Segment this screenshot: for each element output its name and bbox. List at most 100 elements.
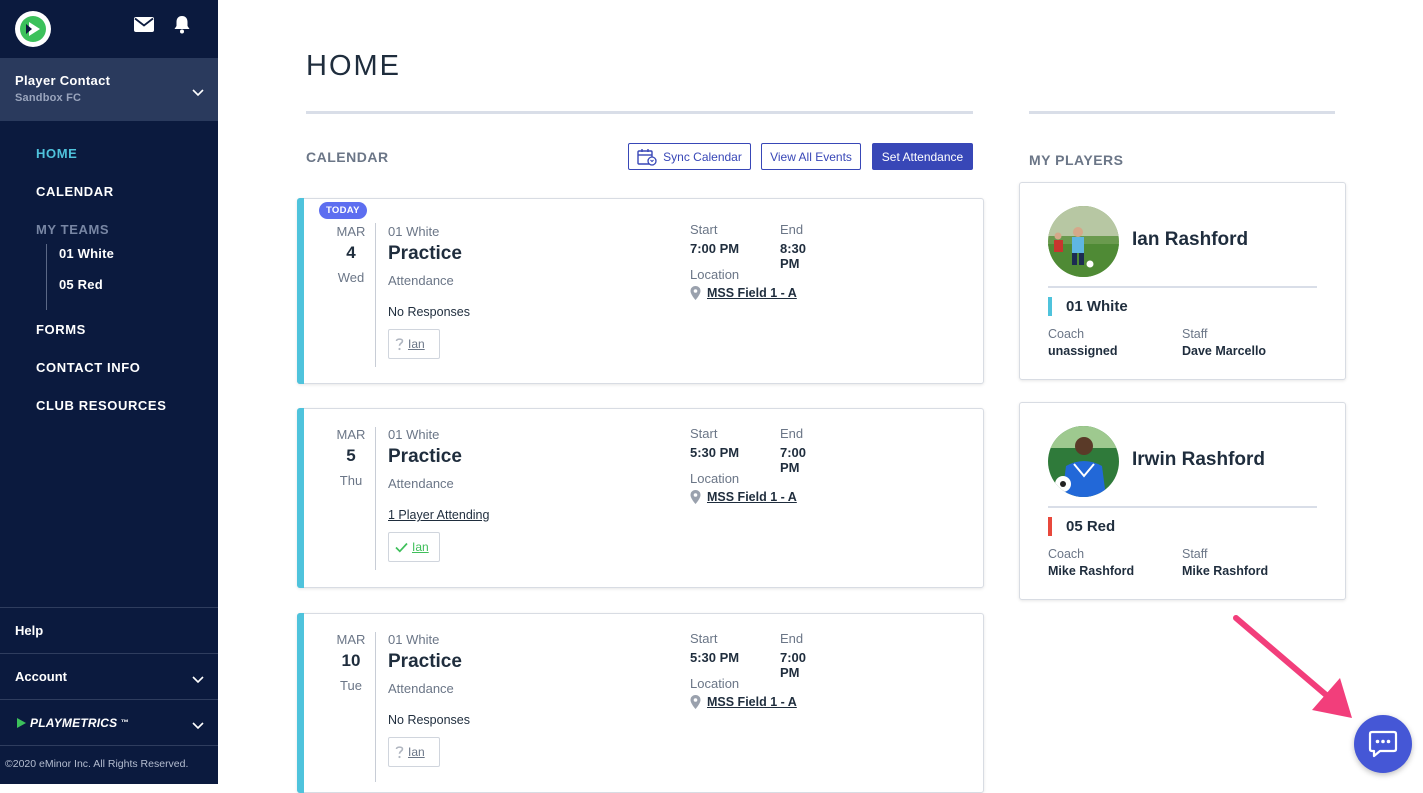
event-separator: [375, 223, 376, 367]
sidebar-item-team-05-red[interactable]: 05 Red: [59, 277, 103, 292]
question-mark-icon: [395, 338, 404, 351]
brand-name: PLAYMETRICS: [30, 715, 118, 730]
event-color-bar: [297, 198, 304, 384]
event-type: Practice: [388, 243, 462, 264]
brand-trademark: ™: [120, 718, 129, 727]
location-link[interactable]: MSS Field 1 - A: [690, 286, 797, 300]
playmetrics-logo-icon[interactable]: [15, 11, 51, 47]
calendar-title: CALENDAR: [306, 149, 389, 165]
player-name: Ian: [412, 540, 429, 554]
end-label: End: [780, 222, 804, 237]
event-details: 01 White Practice Attendance No Response…: [388, 632, 470, 767]
sidebar-nav: HOME CALENDAR MY TEAMS 01 White 05 Red F…: [36, 146, 166, 436]
player-coach: Coach unassigned: [1048, 327, 1117, 358]
mail-icon[interactable]: [134, 17, 154, 37]
player-name: Irwin Rashford: [1132, 449, 1266, 470]
staff-value: Dave Marcello: [1182, 344, 1267, 358]
start-label: Start: [690, 222, 718, 237]
event-details: 01 White Practice Attendance 1 Player At…: [388, 427, 489, 562]
event-weekday: Thu: [339, 473, 363, 488]
sidebar-item-home[interactable]: HOME: [36, 146, 78, 161]
profile-name: Player Contact: [15, 73, 111, 88]
event-separator: [375, 632, 376, 782]
chevron-down-icon: [192, 672, 204, 687]
location-link[interactable]: MSS Field 1 - A: [690, 695, 797, 709]
event-team: 01 White: [388, 224, 440, 239]
end-time: 8:30 PM: [780, 241, 807, 271]
page-title: HOME: [306, 50, 401, 82]
event-end: End 7:00 PM: [780, 426, 806, 475]
sync-calendar-button[interactable]: Sync Calendar: [628, 143, 751, 170]
start-label: Start: [690, 426, 718, 441]
sidebar-item-contact-info[interactable]: CONTACT INFO: [36, 360, 141, 375]
player-team: 05 Red: [1048, 517, 1115, 536]
event-date: MAR 5 Thu: [328, 427, 374, 488]
sidebar-item-club-resources[interactable]: CLUB RESOURCES: [36, 398, 167, 413]
map-pin-icon: [690, 695, 701, 709]
attendance-summary-link[interactable]: 1 Player Attending: [388, 508, 490, 522]
start-time: 5:30 PM: [690, 650, 740, 665]
event-times: Start 7:00 PM End 8:30 PM: [690, 222, 806, 271]
player-coach: Coach Mike Rashford: [1048, 547, 1134, 578]
checkmark-icon: [395, 542, 408, 553]
event-details: 01 White Practice Attendance No Response…: [388, 224, 470, 359]
event-end: End 7:00 PM: [780, 631, 806, 680]
sidebar-footer: Help Account PLAYMETRICS ™ ©2020 eMinor I…: [0, 607, 218, 785]
player-staff: Staff Dave Marcello: [1182, 327, 1266, 358]
profile-club: Sandbox FC: [15, 92, 82, 104]
start-label: Start: [690, 631, 718, 646]
location-name: MSS Field 1 - A: [707, 695, 797, 709]
attendance-label: Attendance: [388, 681, 454, 696]
coach-label: Coach: [1048, 547, 1085, 561]
calendar-divider: [306, 111, 973, 114]
profile-switcher[interactable]: Player Contact Sandbox FC: [0, 58, 218, 121]
coach-label: Coach: [1048, 327, 1085, 341]
player-avatar: [1048, 426, 1119, 497]
sidebar-item-account[interactable]: Account: [0, 653, 218, 699]
player-name: Ian: [408, 745, 425, 759]
view-all-events-button[interactable]: View All Events: [761, 143, 861, 170]
set-attendance-button[interactable]: Set Attendance: [872, 143, 973, 170]
copyright: ©2020 eMinor Inc. All Rights Reserved.: [0, 745, 218, 785]
bell-icon[interactable]: [173, 15, 191, 39]
event-month: MAR: [336, 224, 366, 239]
player-divider: [1048, 286, 1317, 288]
account-label: Account: [15, 669, 67, 684]
event-card[interactable]: TODAY MAR 4 Wed 01 White Practice Attend…: [297, 198, 984, 384]
player-attendance-chip[interactable]: Ian: [388, 329, 440, 359]
chat-icon: [1368, 730, 1398, 758]
event-weekday: Tue: [340, 678, 362, 693]
event-color-bar: [297, 613, 304, 793]
sidebar-item-forms[interactable]: FORMS: [36, 322, 86, 337]
staff-value: Mike Rashford: [1182, 564, 1269, 578]
player-card[interactable]: Irwin Rashford 05 Red Coach Mike Rashfor…: [1019, 402, 1346, 600]
sidebar-item-calendar[interactable]: CALENDAR: [36, 184, 114, 199]
staff-label: Staff: [1182, 547, 1208, 561]
team-list: 01 White 05 Red: [46, 244, 166, 310]
player-team: 01 White: [1048, 297, 1128, 316]
event-day: 4: [346, 243, 356, 262]
sidebar-item-brand-menu[interactable]: PLAYMETRICS ™: [0, 699, 218, 745]
player-attendance-chip[interactable]: Ian: [388, 737, 440, 767]
event-card[interactable]: MAR 5 Thu 01 White Practice Attendance 1…: [297, 408, 984, 588]
player-attendance-chip[interactable]: Ian: [388, 532, 440, 562]
event-card[interactable]: MAR 10 Tue 01 White Practice Attendance …: [297, 613, 984, 793]
player-card[interactable]: Ian Rashford 01 White Coach unassigned S…: [1019, 182, 1346, 380]
event-date: MAR 4 Wed: [328, 224, 374, 285]
sidebar-item-team-01-white[interactable]: 01 White: [59, 246, 115, 261]
attendance-summary: No Responses: [388, 305, 470, 319]
attendance-label: Attendance: [388, 476, 454, 491]
location-link[interactable]: MSS Field 1 - A: [690, 490, 797, 504]
chat-button[interactable]: [1354, 715, 1412, 773]
event-location: Location MSS Field 1 - A: [690, 676, 797, 709]
help-label: Help: [15, 623, 44, 638]
sync-calendar-icon: [637, 148, 657, 166]
sidebar-item-help[interactable]: Help: [0, 607, 218, 653]
annotation-arrow-icon: [1233, 615, 1352, 718]
location-name: MSS Field 1 - A: [707, 490, 797, 504]
event-team: 01 White: [388, 427, 440, 442]
sidebar: Player Contact Sandbox FC HOME CALENDAR …: [0, 0, 218, 784]
event-month: MAR: [336, 632, 366, 647]
location-label: Location: [690, 471, 740, 486]
event-location: Location MSS Field 1 - A: [690, 471, 797, 504]
